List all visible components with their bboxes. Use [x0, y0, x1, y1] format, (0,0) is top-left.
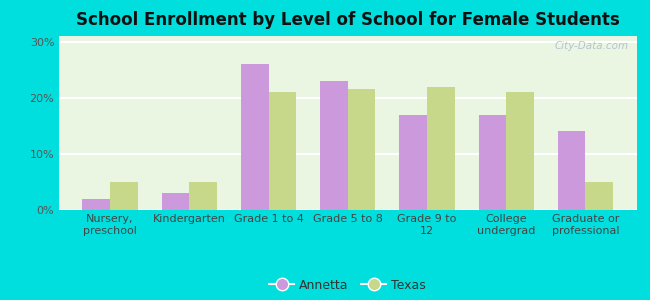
Legend: Annetta, Texas: Annetta, Texas: [267, 276, 428, 294]
Bar: [83, 199, 110, 210]
Bar: [586, 182, 613, 210]
Text: City-Data.com: City-Data.com: [554, 41, 629, 51]
Bar: [240, 64, 268, 210]
Bar: [320, 81, 348, 210]
Bar: [399, 115, 427, 210]
Bar: [189, 182, 217, 210]
Bar: [110, 182, 138, 210]
Bar: [478, 115, 506, 210]
Bar: [161, 193, 189, 210]
Bar: [427, 86, 455, 210]
Bar: [348, 89, 376, 210]
Bar: [558, 131, 586, 210]
Title: School Enrollment by Level of School for Female Students: School Enrollment by Level of School for…: [76, 11, 619, 29]
Bar: [506, 92, 534, 210]
Bar: [268, 92, 296, 210]
